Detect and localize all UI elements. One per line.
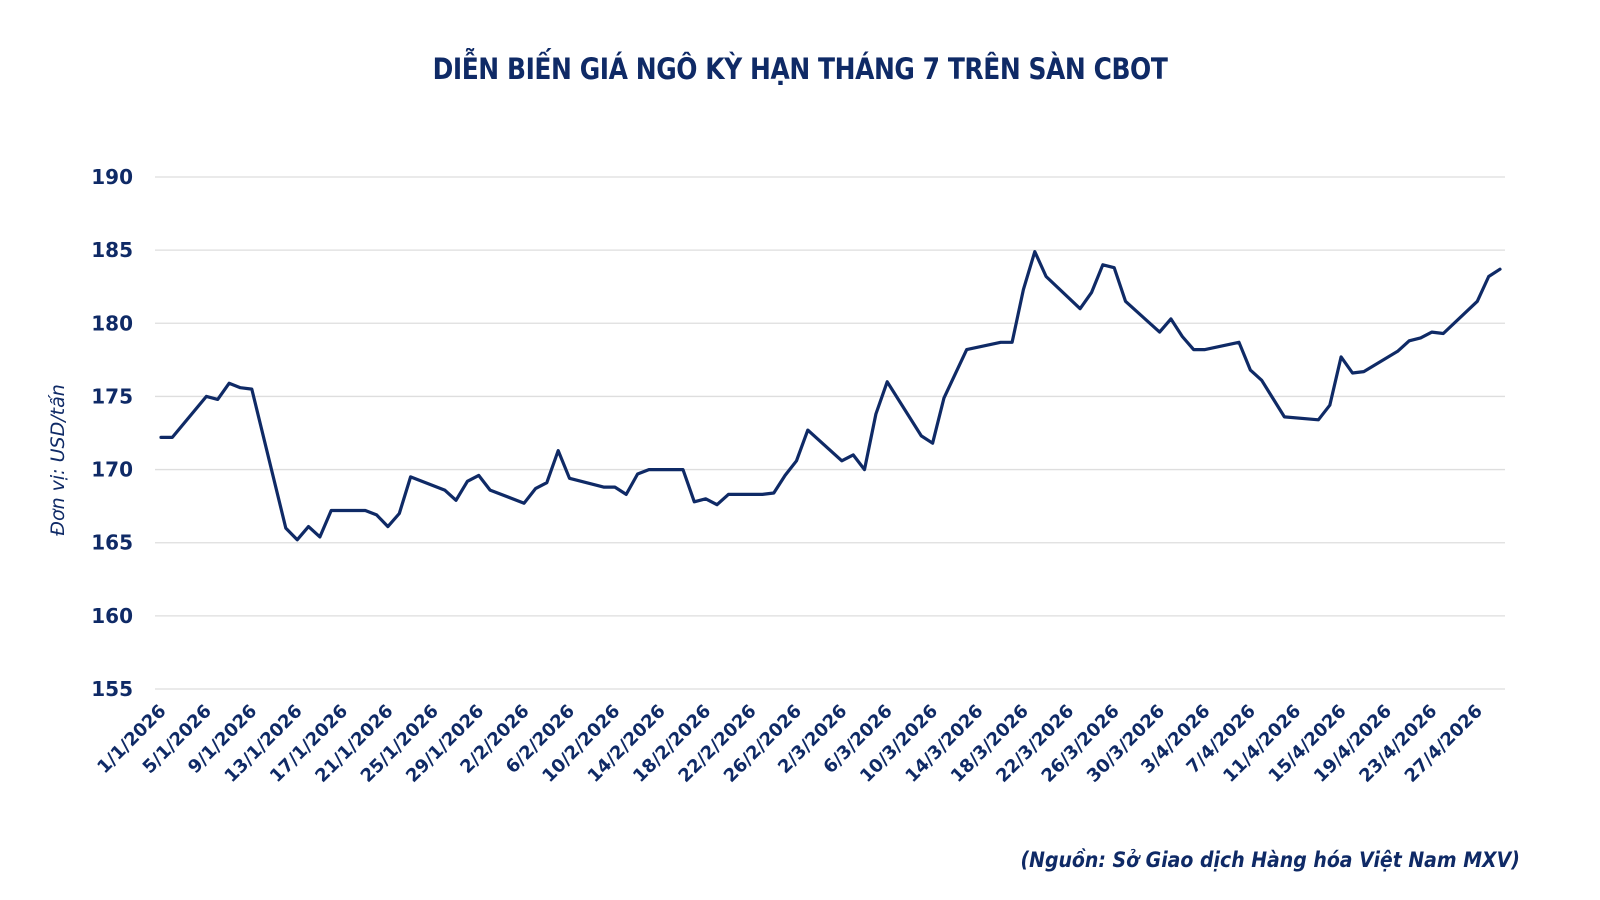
y-axis-ticks: 155 160 165 170 175 180 185 190: [91, 165, 133, 701]
y-tick-label: 155: [91, 677, 133, 701]
y-tick-label: 180: [91, 311, 133, 335]
source-note: (Nguồn: Sở Giao dịch Hàng hóa Việt Nam M…: [1020, 848, 1520, 872]
price-series-line: [159, 250, 1502, 542]
chart-title: DIỄN BIẾN GIÁ NGÔ KỲ HẠN THÁNG 7 TRÊN SÀ…: [432, 52, 1168, 86]
y-tick-label: 160: [91, 604, 133, 628]
y-tick-label: 175: [91, 384, 133, 408]
gridlines: [155, 176, 1505, 690]
y-tick-label: 170: [91, 458, 133, 482]
y-tick-label: 185: [91, 238, 133, 262]
y-tick-label: 165: [91, 531, 133, 555]
x-axis-ticks: 1/1/20265/1/20269/1/202613/1/202617/1/20…: [93, 701, 1487, 787]
y-tick-label: 190: [91, 165, 133, 189]
